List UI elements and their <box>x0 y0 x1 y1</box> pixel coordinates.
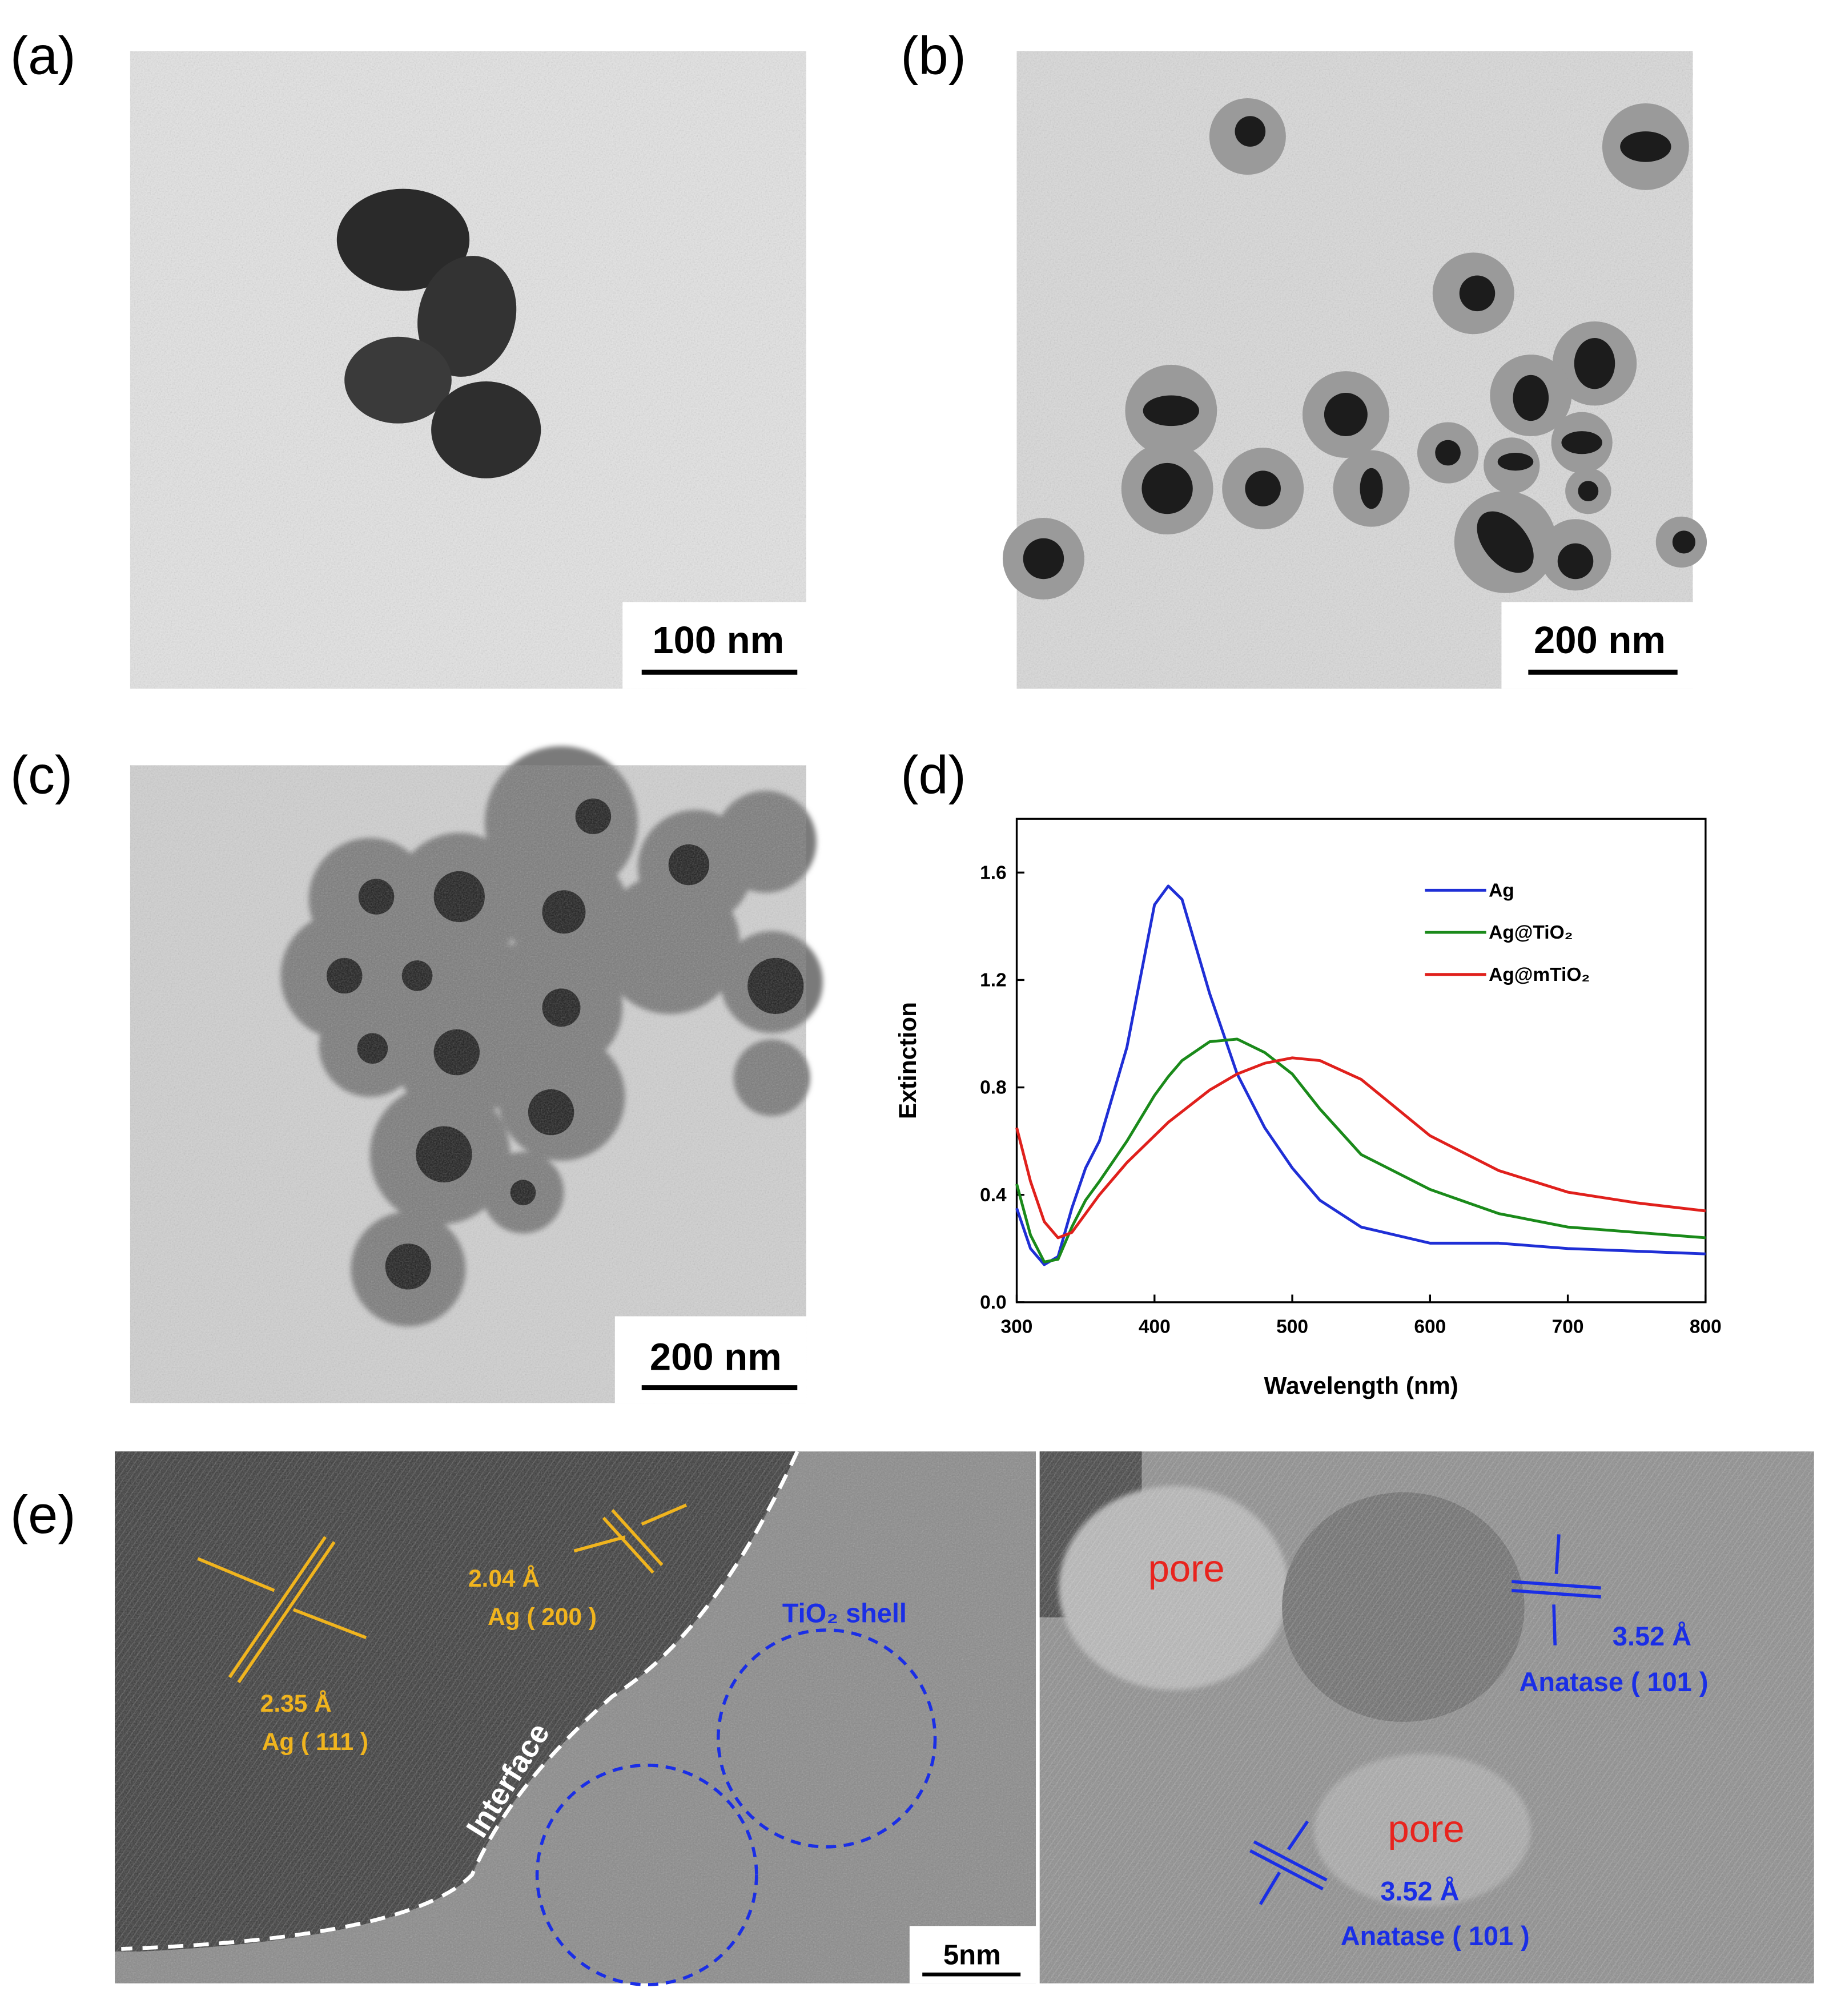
decoration-g <box>1023 116 1695 580</box>
lattice-plane: Ag ( 111 ) <box>262 1728 368 1755</box>
lattice-spacing: 3.52 Å <box>1380 1877 1459 1906</box>
scale-bar-label: 100 nm <box>652 619 784 662</box>
scale-bar-label: 5nm <box>943 1939 1001 1970</box>
panel-label: (b) <box>901 26 966 86</box>
decoration-ellipse <box>1513 375 1549 421</box>
tem-image-b: 200 nm <box>1002 51 1707 689</box>
decoration-line <box>1249 1849 1324 1890</box>
decoration-ellipse <box>1477 511 1534 573</box>
decoration-g <box>1249 1534 1601 1905</box>
x-tick-label: 300 <box>1001 1316 1033 1337</box>
hrtem-image-right: pore pore 3.52 Å Anatase ( 101 ) 3.52 Å … <box>1039 1451 1814 1983</box>
decoration-ellipse <box>1561 431 1602 454</box>
decoration-line <box>1253 1840 1328 1882</box>
decoration-circle <box>1435 440 1461 466</box>
x-tick-label: 600 <box>1414 1316 1446 1337</box>
decoration-line <box>1512 1580 1601 1590</box>
tem-image-a: 100 nm <box>130 51 806 689</box>
decoration-circle <box>1459 275 1496 312</box>
decoration-ellipse <box>336 188 470 291</box>
decoration-rect <box>1039 1451 1814 1983</box>
decoration-line <box>228 1536 327 1679</box>
legend-label: Ag@TiO₂ <box>1489 922 1573 943</box>
decoration-g <box>197 1503 688 1684</box>
legend-label: Ag@mTiO₂ <box>1489 964 1590 985</box>
decoration-line <box>602 1516 654 1574</box>
decoration-ellipse <box>431 381 541 478</box>
decoration-line <box>573 1535 626 1553</box>
hrtem-image-left: 2.35 Å Ag ( 111 ) 2.04 Å Ag ( 200 ) Inte… <box>115 1450 1036 1986</box>
y-tick-label: 0.4 <box>980 1185 1007 1206</box>
decoration-line <box>237 1541 336 1684</box>
y-tick-label: 1.2 <box>980 970 1007 991</box>
decoration-circle <box>1141 462 1193 514</box>
panel-label: (a) <box>10 26 76 86</box>
decoration-path <box>121 1450 799 1951</box>
decoration-line <box>641 1503 688 1526</box>
lattice-plane: Anatase ( 101 ) <box>1341 1921 1530 1951</box>
lattice-spacing: 2.04 Å <box>468 1565 540 1592</box>
decoration-ellipse <box>344 336 452 424</box>
plot-frame <box>1015 818 1707 1303</box>
decoration-ellipse <box>1360 468 1383 509</box>
decoration-circle <box>1557 543 1594 580</box>
decoration-ellipse <box>1574 337 1615 389</box>
x-tick-label: 400 <box>1139 1316 1171 1337</box>
x-tick-label: 500 <box>1276 1316 1308 1337</box>
decoration-line <box>1512 1588 1601 1599</box>
x-tick-label: 800 <box>1690 1316 1722 1337</box>
decoration-rect <box>130 765 806 1403</box>
scale-bar-label: 200 nm <box>650 1335 782 1378</box>
decoration-circle <box>1235 116 1266 147</box>
shell-label: TiO₂ shell <box>782 1599 907 1628</box>
pore-label: pore <box>1148 1547 1225 1590</box>
x-tick-label: 700 <box>1552 1316 1584 1337</box>
decoration-ellipse <box>1143 395 1199 426</box>
decoration-circle <box>1672 530 1695 554</box>
extinction-chart: 300 400 500 600 700 800 0.0 0.4 0.8 1.2 1.6 Wavelen… <box>894 818 1722 1399</box>
decoration-rect <box>115 1451 1036 1983</box>
decoration-circle <box>1245 470 1281 506</box>
decoration-ellipse <box>417 256 517 377</box>
decoration-ellipse <box>1620 131 1671 162</box>
decoration-circle <box>1578 481 1599 501</box>
decoration-circle <box>1324 393 1368 437</box>
decoration-line <box>1552 1604 1557 1645</box>
tem-image-c: 200 nm <box>130 746 823 1403</box>
decoration-line <box>611 1509 664 1566</box>
lattice-spacing: 3.52 Å <box>1613 1621 1691 1651</box>
series-line <box>1015 1056 1706 1240</box>
series-line <box>1015 884 1706 1266</box>
pore-label: pore <box>1388 1808 1465 1850</box>
decoration-line <box>1259 1872 1281 1905</box>
decoration-line <box>197 1557 275 1592</box>
panel-label: (e) <box>10 1484 76 1544</box>
panel-label: (c) <box>10 745 73 805</box>
decoration-line <box>292 1608 367 1640</box>
scale-bar-label: 200 nm <box>1534 619 1666 662</box>
decoration-circle <box>535 1764 758 1986</box>
panel-label: (d) <box>901 745 966 805</box>
y-tick-label: 0.0 <box>980 1292 1007 1313</box>
y-axis-title: Extinction <box>894 1002 921 1119</box>
lattice-plane: Ag ( 200 ) <box>488 1603 597 1630</box>
legend-label: Ag <box>1489 880 1514 901</box>
lattice-spacing: 2.35 Å <box>260 1690 332 1717</box>
decoration-ellipse <box>1497 453 1534 471</box>
decoration-circle <box>1023 538 1064 580</box>
y-tick-label: 1.6 <box>980 862 1007 883</box>
lattice-plane: Anatase ( 101 ) <box>1519 1667 1708 1697</box>
y-tick-label: 0.8 <box>980 1077 1007 1098</box>
decoration-circle <box>716 1628 937 1849</box>
series-line <box>1015 1037 1706 1263</box>
decoration-line <box>1287 1820 1309 1850</box>
x-axis-title: Wavelength (nm) <box>1264 1373 1458 1399</box>
decoration-line <box>1554 1534 1561 1574</box>
